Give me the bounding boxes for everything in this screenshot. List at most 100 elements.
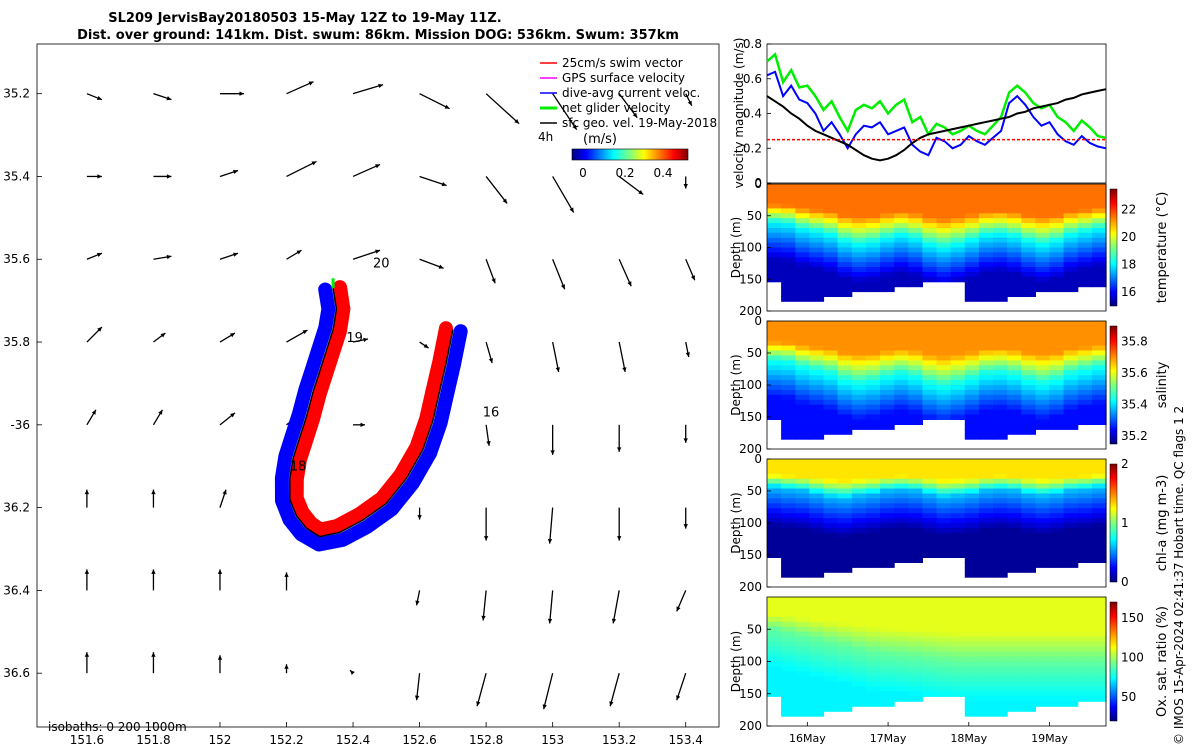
section-cell <box>781 597 796 603</box>
section-cell <box>1007 355 1022 361</box>
section-cell <box>894 203 909 209</box>
section-cell <box>781 503 796 509</box>
legend-label-swim: 25cm/s swim vector <box>562 56 683 70</box>
section-cell <box>1063 621 1079 628</box>
section-cell <box>880 537 895 544</box>
section-cell <box>880 513 895 519</box>
section-cell <box>880 409 895 416</box>
section-cell <box>1021 676 1036 682</box>
section-cell <box>809 498 825 504</box>
section-cell <box>978 321 994 327</box>
section-cell <box>964 661 980 668</box>
section-cell <box>950 656 966 663</box>
section-cell <box>767 508 782 514</box>
section-cell <box>1035 228 1051 234</box>
section-cell <box>1049 271 1065 278</box>
section-cell <box>1007 696 1022 702</box>
section-cell <box>964 271 980 278</box>
section-cell <box>1021 552 1036 558</box>
section-cell <box>964 394 980 401</box>
section-cell <box>880 419 895 425</box>
section-cell <box>964 562 980 568</box>
section-cell <box>795 621 810 628</box>
section-cell <box>809 602 825 608</box>
section-cell <box>781 572 796 578</box>
section-cell <box>781 429 796 435</box>
section-cell <box>781 463 796 470</box>
section-cell <box>1049 681 1065 687</box>
section-cell <box>880 345 895 352</box>
section-cell <box>1021 394 1036 401</box>
section-cell <box>1035 218 1051 224</box>
geo-vector-head <box>423 343 429 349</box>
section-cell <box>922 691 938 697</box>
section-cell <box>1063 498 1079 504</box>
section-cell <box>809 404 825 411</box>
section-cell <box>1091 360 1107 366</box>
section-cell <box>1091 380 1107 386</box>
geo-vector <box>152 409 163 426</box>
section-cell <box>1021 518 1036 524</box>
section-cell <box>1035 424 1051 430</box>
section-cell <box>936 389 952 396</box>
speed-colorbar <box>571 148 689 161</box>
geo-vector <box>685 93 693 106</box>
section-cell <box>837 218 853 224</box>
section-cell <box>1035 626 1051 633</box>
day-label: 19 <box>346 331 363 346</box>
section-cell <box>851 606 867 613</box>
section-cell <box>781 252 796 258</box>
section-cell <box>1007 508 1022 514</box>
section-cell <box>1049 330 1065 337</box>
section-cell <box>809 691 825 697</box>
section-cell <box>1007 237 1022 244</box>
section-cell <box>894 616 909 623</box>
section-cell <box>823 666 839 673</box>
section-cell <box>767 262 782 268</box>
section-cell <box>978 686 994 692</box>
section-cell <box>781 350 796 356</box>
section-cell <box>795 218 810 224</box>
geo-vector-head <box>638 190 644 195</box>
section-cell <box>978 547 994 554</box>
section-cell <box>936 656 952 663</box>
section-cell <box>936 242 952 249</box>
section-cell <box>809 321 825 327</box>
section-cell <box>993 370 1008 376</box>
section-cell <box>767 404 782 411</box>
section-cell <box>964 488 980 494</box>
section-cell <box>978 208 994 214</box>
section-cell <box>880 360 895 366</box>
section-cell <box>894 340 909 347</box>
section-cell <box>1063 562 1079 568</box>
section-cell <box>767 380 782 386</box>
section-cell <box>1049 503 1065 509</box>
section-cell <box>964 597 980 603</box>
section-cell <box>851 228 867 234</box>
section-cell <box>936 267 952 273</box>
section-cell <box>978 691 994 697</box>
section-cell <box>993 271 1008 278</box>
geo-vector <box>86 93 103 101</box>
section-cell <box>1077 203 1093 209</box>
section-cell <box>851 626 867 633</box>
geo-vector <box>219 332 236 343</box>
geo-vector-head <box>687 100 692 106</box>
section-cell <box>781 661 796 668</box>
section-cell <box>1035 340 1051 347</box>
section-cell <box>795 370 810 376</box>
section-cell <box>880 380 895 386</box>
section-cell <box>936 483 952 490</box>
geo-vector-head <box>676 695 681 701</box>
section-cell <box>1007 380 1022 386</box>
section-cell <box>1021 286 1036 293</box>
section-cell <box>1049 661 1065 668</box>
section-cell <box>823 537 839 544</box>
section-cell <box>1049 335 1065 342</box>
scale-label: 4h <box>538 130 553 144</box>
section-cell <box>823 271 839 278</box>
section-cell <box>922 656 938 663</box>
section-cell <box>1035 621 1051 628</box>
section-cell <box>781 262 796 268</box>
section-cell <box>865 232 881 239</box>
